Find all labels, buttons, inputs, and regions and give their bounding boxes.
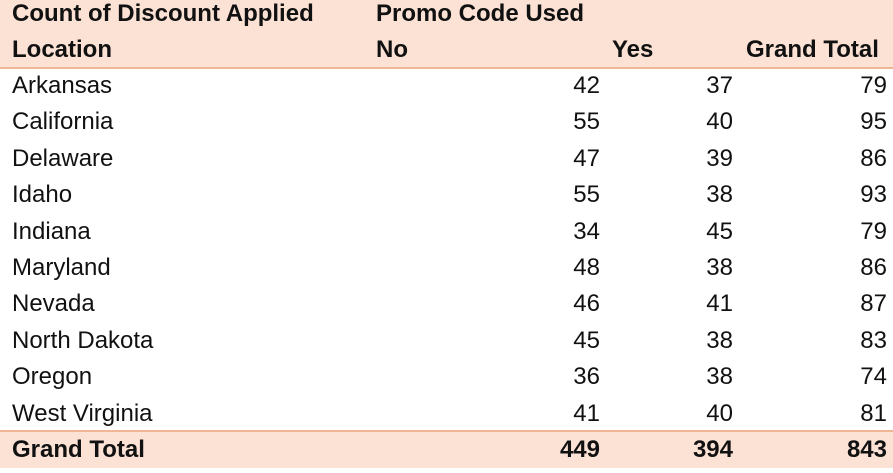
grand-total-row: Grand Total 449 394 843	[0, 432, 893, 468]
pivot-header-row-2: Location No Yes Grand Total	[0, 32, 893, 68]
cell-yes[interactable]: 38	[706, 181, 733, 209]
value-field-label[interactable]: Count of Discount Applied	[12, 0, 314, 27]
row-label[interactable]: Oregon	[12, 363, 93, 391]
cell-yes[interactable]: 38	[706, 363, 733, 391]
cell-yes[interactable]: 41	[706, 290, 733, 318]
row-label[interactable]: Arkansas	[12, 72, 113, 99]
cell-yes[interactable]: 39	[706, 144, 733, 172]
grand-total-all[interactable]: 843	[846, 436, 887, 463]
cell-yes[interactable]: 38	[706, 326, 733, 354]
table-row: California 55 40 95	[0, 104, 893, 140]
cell-no[interactable]: 46	[573, 290, 600, 318]
cell-grand-total[interactable]: 86	[860, 144, 887, 172]
table-row: Nevada 46 41 87	[0, 286, 893, 322]
row-label[interactable]: Nevada	[12, 290, 95, 318]
table-row: Idaho 55 38 93	[0, 177, 893, 213]
row-label[interactable]: Delaware	[12, 144, 114, 172]
table-row: West Virginia 41 40 81	[0, 396, 893, 432]
cell-no[interactable]: 42	[573, 72, 600, 99]
table-row: Maryland 48 38 86	[0, 250, 893, 286]
row-label[interactable]: North Dakota	[12, 326, 154, 354]
table-row: Indiana 34 45 79	[0, 214, 893, 250]
cell-grand-total[interactable]: 79	[860, 72, 887, 99]
cell-yes[interactable]: 38	[706, 254, 733, 281]
cell-grand-total[interactable]: 79	[860, 217, 887, 245]
cell-grand-total[interactable]: 81	[860, 399, 887, 427]
cell-no[interactable]: 36	[573, 363, 600, 391]
cell-no[interactable]: 34	[573, 217, 600, 245]
cell-grand-total[interactable]: 86	[860, 254, 887, 281]
column-field-label[interactable]: Promo Code Used	[376, 0, 585, 27]
row-label[interactable]: Indiana	[12, 217, 91, 245]
cell-grand-total[interactable]: 87	[860, 290, 887, 318]
cell-yes[interactable]: 40	[706, 399, 733, 427]
cell-no[interactable]: 45	[573, 326, 600, 354]
cell-no[interactable]: 48	[573, 254, 600, 281]
cell-yes[interactable]: 40	[706, 108, 733, 136]
cell-grand-total[interactable]: 83	[860, 326, 887, 354]
pivot-header-row-1: Count of Discount Applied Promo Code Use…	[0, 0, 893, 32]
cell-no[interactable]: 41	[573, 399, 600, 427]
row-label[interactable]: California	[12, 108, 114, 136]
row-label[interactable]: Maryland	[12, 254, 111, 281]
row-label[interactable]: Idaho	[12, 181, 73, 209]
table-row: Oregon 36 38 74	[0, 359, 893, 395]
grand-total-no[interactable]: 449	[559, 436, 600, 463]
header-divider	[0, 67, 893, 69]
grand-total-yes[interactable]: 394	[692, 436, 733, 463]
cell-no[interactable]: 55	[573, 108, 600, 136]
table-row: Delaware 47 39 86	[0, 141, 893, 177]
cell-grand-total[interactable]: 74	[860, 363, 887, 391]
column-header-no[interactable]: No	[376, 36, 408, 63]
column-header-grand-total[interactable]: Grand Total	[746, 36, 879, 63]
grand-total-label[interactable]: Grand Total	[12, 436, 145, 463]
cell-yes[interactable]: 37	[706, 72, 733, 99]
cell-no[interactable]: 47	[573, 144, 600, 172]
cell-grand-total[interactable]: 93	[860, 181, 887, 209]
row-label[interactable]: West Virginia	[12, 399, 153, 427]
table-row: Arkansas 42 37 79	[0, 68, 893, 104]
cell-yes[interactable]: 45	[706, 217, 733, 245]
cell-no[interactable]: 55	[573, 181, 600, 209]
column-header-yes[interactable]: Yes	[612, 36, 654, 63]
total-divider	[0, 430, 893, 432]
row-field-label[interactable]: Location	[12, 36, 112, 63]
cell-grand-total[interactable]: 95	[860, 108, 887, 136]
table-row: North Dakota 45 38 83	[0, 323, 893, 359]
